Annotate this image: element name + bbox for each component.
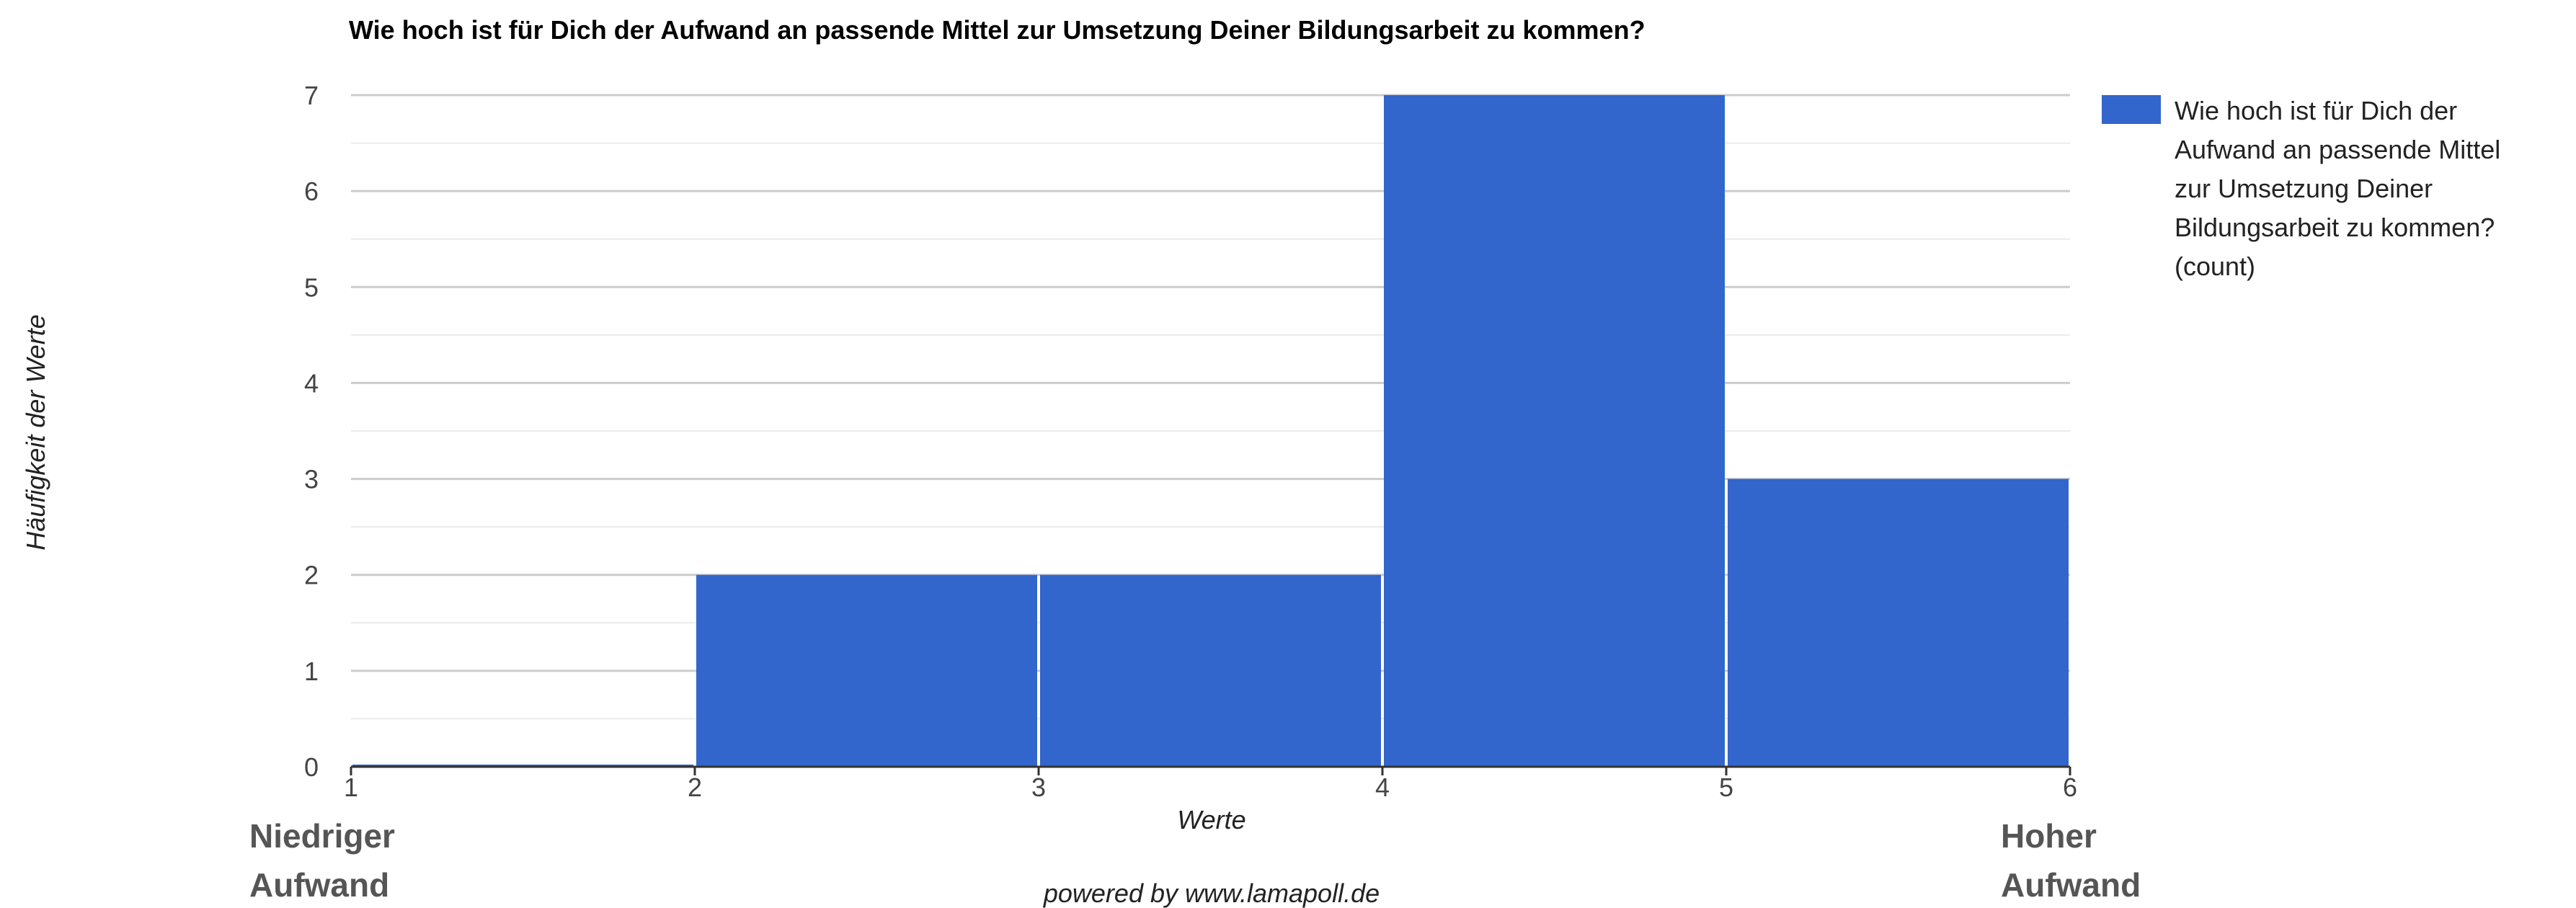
- y-tick-label: 6: [304, 177, 319, 206]
- y-tick-label: 3: [304, 465, 319, 494]
- x-tick-label: 2: [688, 773, 702, 802]
- x-tick-label: 1: [344, 773, 358, 802]
- low-effort-label-line: Aufwand: [249, 866, 389, 904]
- x-tick-label: 6: [2063, 773, 2077, 802]
- powered-by-credit: powered by www.lamapoll.de: [1043, 878, 1380, 908]
- y-tick-label: 4: [304, 368, 319, 398]
- bar: [1384, 95, 1725, 767]
- x-axis-title: Werte: [1177, 805, 1245, 834]
- high-effort-label-line: Aufwand: [2001, 866, 2141, 904]
- high-effort-label: Hoher Aufwand: [2001, 817, 2141, 904]
- low-effort-label-line: Niedriger: [249, 817, 395, 855]
- chart-title: Wie hoch ist für Dich der Aufwand an pas…: [349, 15, 1645, 45]
- gridlines: [351, 94, 2070, 720]
- bars: [352, 95, 2069, 767]
- x-tick-label: 5: [1719, 773, 1733, 802]
- legend: Wie hoch ist für Dich der Aufwand an pass…: [2102, 95, 2500, 281]
- legend-label-line: (count): [2175, 252, 2255, 281]
- y-tick-label: 0: [304, 752, 319, 782]
- high-effort-label-line: Hoher: [2001, 817, 2097, 855]
- legend-swatch: [2102, 95, 2161, 124]
- legend-label-line: Aufwand an passende Mittel: [2175, 135, 2500, 164]
- low-effort-label: Niedriger Aufwand: [249, 817, 395, 904]
- bar: [1728, 479, 2069, 767]
- y-tick-label: 2: [304, 561, 319, 590]
- bar: [1040, 574, 1381, 767]
- y-tick-label: 5: [304, 272, 319, 302]
- y-tick-label: 1: [304, 656, 319, 686]
- x-tick-label: 4: [1375, 773, 1390, 802]
- legend-label-line: Wie hoch ist für Dich der: [2175, 96, 2457, 125]
- legend-label-line: zur Umsetzung Deiner: [2175, 174, 2433, 203]
- y-axis-title: Häufigkeit der Werte: [21, 314, 50, 550]
- bar: [696, 574, 1037, 767]
- legend-label-line: Bildungsarbeit zu kommen?: [2175, 213, 2495, 242]
- x-tick-label: 3: [1031, 773, 1046, 802]
- y-tick-label: 7: [304, 81, 319, 110]
